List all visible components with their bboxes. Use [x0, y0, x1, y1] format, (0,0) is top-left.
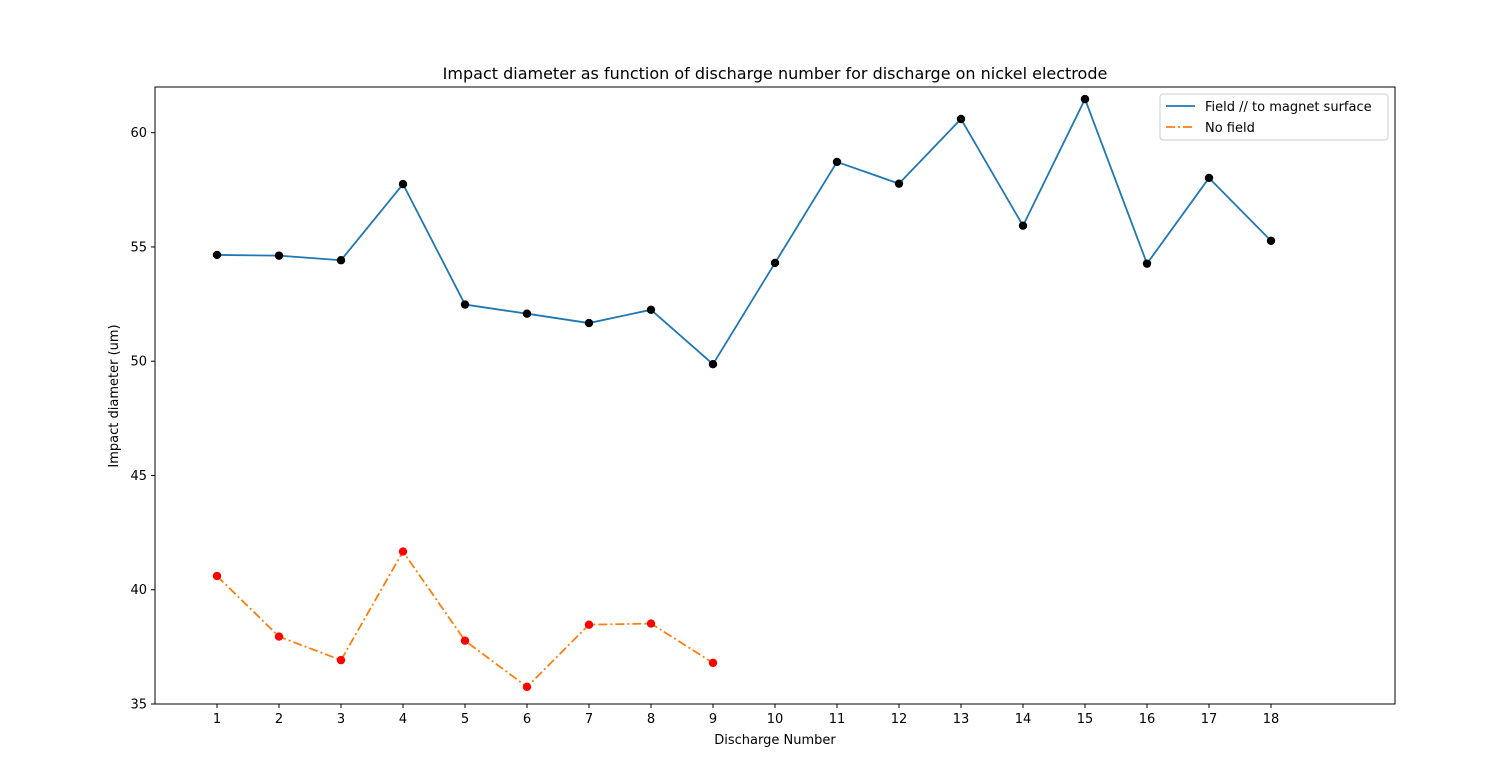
x-tick-label: 1 — [213, 712, 221, 727]
data-point-0 — [336, 256, 346, 265]
y-tick-label: 50 — [130, 355, 147, 370]
data-point-0 — [274, 251, 284, 260]
y-axis-ticks: 35 40 45 50 55 60 — [130, 126, 155, 713]
x-tick-label: 12 — [891, 712, 908, 727]
x-tick-label: 9 — [709, 712, 717, 727]
x-tick-label: 3 — [337, 712, 345, 727]
series-line-0 — [216, 98, 1272, 366]
data-point-0 — [956, 114, 966, 124]
data-point-1 — [398, 547, 408, 556]
y-tick-label: 35 — [130, 698, 147, 713]
x-tick-label: 13 — [953, 712, 970, 727]
y-tick-label: 60 — [130, 126, 147, 141]
data-point-1 — [584, 620, 594, 629]
legend-label-no-field: No field — [1205, 121, 1255, 136]
legend-box — [1159, 93, 1389, 141]
x-axis-ticks: 1 2 3 4 5 6 7 8 9 10 11 12 13 14 15 16 17 18 — [213, 704, 1279, 727]
data-point-1 — [460, 636, 470, 645]
data-point-1 — [274, 632, 284, 641]
x-tick-label: 11 — [829, 712, 846, 727]
data-point-0 — [832, 157, 842, 167]
legend: Field // to magnet surface No field — [1159, 93, 1389, 141]
data-point-0 — [770, 258, 780, 268]
plot-area — [154, 86, 1396, 705]
chart-title: Impact diameter as function of discharge… — [443, 64, 1108, 83]
series-line-1 — [216, 550, 714, 688]
x-tick-label: 15 — [1077, 712, 1094, 727]
x-tick-label: 6 — [523, 712, 531, 727]
x-tick-label: 10 — [767, 712, 784, 727]
y-tick-label: 55 — [130, 240, 147, 255]
legend-label-field: Field // to magnet surface — [1205, 100, 1372, 115]
data-point-0 — [708, 359, 718, 369]
y-tick-label: 45 — [130, 469, 147, 484]
x-tick-label: 14 — [1015, 712, 1032, 727]
x-tick-label: 17 — [1201, 712, 1218, 727]
x-tick-label: 4 — [399, 712, 407, 727]
data-point-0 — [1018, 221, 1028, 230]
data-point-0 — [646, 305, 656, 315]
x-tick-label: 18 — [1263, 712, 1280, 727]
data-point-0 — [398, 179, 408, 189]
data-point-1 — [646, 619, 656, 628]
data-point-0 — [522, 309, 532, 318]
data-point-1 — [336, 655, 346, 665]
y-tick-label: 40 — [130, 583, 147, 598]
x-tick-label: 8 — [647, 712, 655, 727]
data-point-0 — [460, 300, 470, 309]
x-tick-label: 7 — [585, 712, 593, 727]
data-point-0 — [1266, 236, 1276, 245]
data-point-0 — [894, 179, 904, 188]
x-tick-label: 5 — [461, 712, 469, 727]
data-point-1 — [212, 571, 222, 581]
data-point-0 — [1080, 94, 1090, 104]
data-point-0 — [584, 318, 594, 328]
data-point-1 — [708, 658, 718, 668]
x-axis-label: Discharge Number — [714, 733, 836, 748]
y-axis-label: Impact diameter (um) — [107, 324, 122, 467]
data-point-1 — [522, 682, 532, 692]
data-point-0 — [1204, 173, 1214, 183]
data-point-0 — [1142, 259, 1152, 268]
x-tick-label: 16 — [1139, 712, 1156, 727]
x-tick-label: 2 — [275, 712, 283, 727]
data-point-0 — [212, 250, 222, 260]
